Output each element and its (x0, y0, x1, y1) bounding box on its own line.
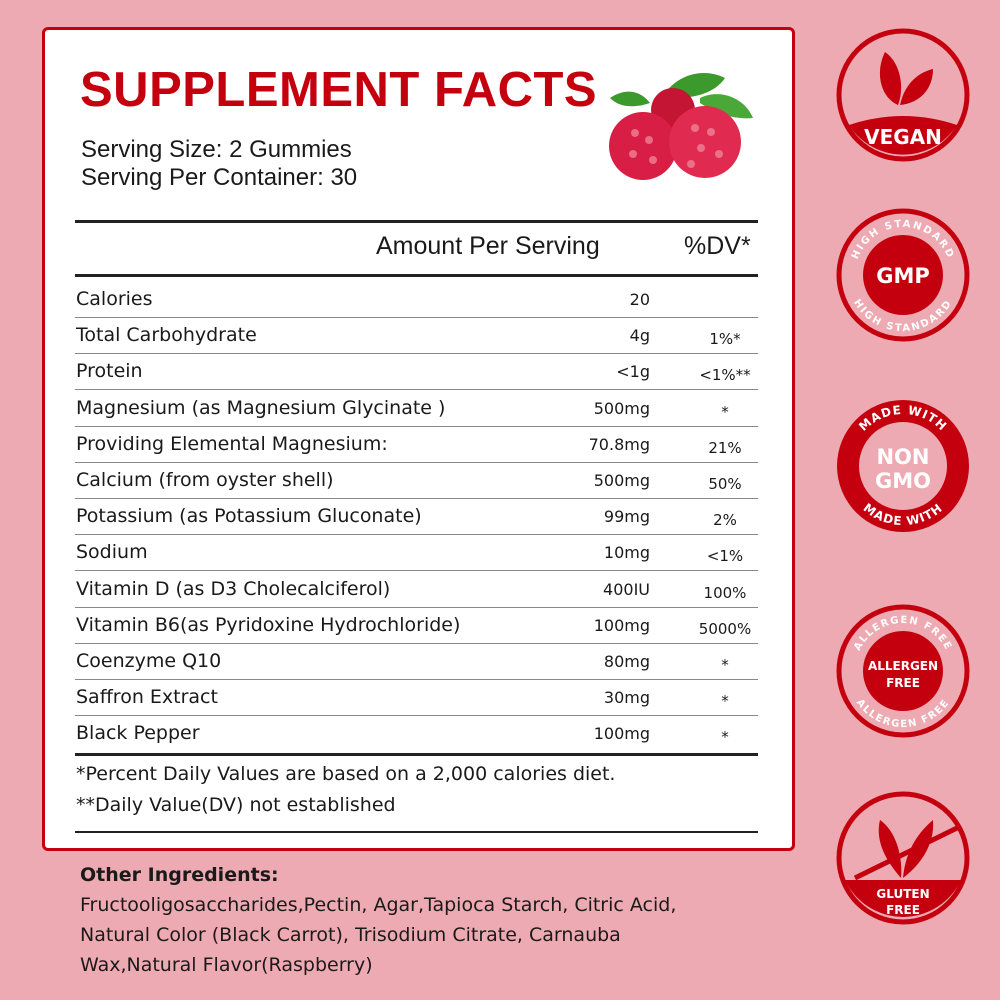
table-row: Sodium 10mg <1% (75, 535, 758, 572)
nutrient-name: Protein (76, 360, 143, 383)
title: SUPPLEMENT FACTS (80, 63, 598, 117)
nutrient-amount: 70.8mg (588, 434, 650, 454)
nutrient-amount: 400IU (603, 579, 650, 599)
gmo-text: GMO (875, 469, 931, 493)
nutrient-dv: 100% (703, 583, 747, 602)
table-row: Saffron Extract 30mg * (75, 680, 758, 717)
nutrient-name: Sodium (76, 541, 148, 564)
divider (75, 220, 758, 223)
nutrient-amount: 10mg (603, 543, 650, 563)
other-ingredients-line: Fructooligosaccharides,Pectin, Agar,Tapi… (80, 894, 677, 916)
nutrient-amount: 100mg (593, 724, 650, 744)
divider (75, 831, 758, 833)
nutrient-name: Total Carbohydrate (76, 324, 257, 347)
table-row: Potassium (as Potassium Gluconate) 99mg 2% (75, 499, 758, 536)
nutrient-name: Saffron Extract (76, 686, 218, 709)
allergen-text: ALLERGEN (868, 659, 938, 673)
nutrient-amount: 4g (629, 326, 650, 346)
gluten-free-badge: GLUTEN FREE (836, 791, 970, 925)
nutrient-dv: 50% (708, 475, 742, 493)
nutrient-name: Calories (76, 288, 153, 310)
nutrient-name: Vitamin D (as D3 Cholecalciferol) (76, 577, 391, 600)
nutrient-amount: 20 (629, 290, 650, 309)
nutrient-dv: * (721, 656, 729, 674)
gmp-badge: HIGH STANDARD HIGH STANDARD GMP (836, 208, 970, 342)
divider (75, 753, 758, 756)
gluten-text: GLUTEN (876, 887, 929, 901)
nutrient-name: Vitamin B6(as Pyridoxine Hydrochloride) (76, 613, 461, 636)
nutrient-dv: * (721, 692, 729, 711)
nutrient-name: Potassium (as Potassium Gluconate) (76, 505, 422, 528)
nutrient-amount: <1g (616, 362, 650, 382)
table-row: Vitamin B6(as Pyridoxine Hydrochloride) 1… (75, 608, 758, 644)
footnote: *Percent Daily Values are based on a 2,0… (76, 763, 616, 785)
other-ingredients-label: Other Ingredients: (80, 864, 279, 886)
table-row: Black Pepper 100mg * (75, 716, 758, 752)
serving-size: Serving Size: 2 Gummies (81, 136, 352, 163)
nutrient-amount: 500mg (593, 398, 650, 418)
leaves-icon (879, 52, 933, 105)
nutrient-name: Coenzyme Q10 (76, 650, 222, 672)
nutrient-name: Providing Elemental Magnesium: (76, 432, 388, 455)
servings-per-container: Serving Per Container: 30 (81, 164, 358, 191)
nutrient-dv: <1% (706, 547, 744, 566)
vegan-text: VEGAN (864, 125, 942, 149)
nutrient-dv: 21% (708, 438, 742, 457)
gmp-text: GMP (876, 264, 930, 288)
nutrient-dv: 1%* (709, 330, 741, 349)
nutrient-dv: 2% (713, 511, 737, 530)
nutrient-dv: <1%** (699, 366, 751, 385)
table-row: Calcium (from oyster shell) 500mg 50% (75, 463, 758, 499)
table-row: Vitamin D (as D3 Cholecalciferol) 400IU 10… (75, 572, 758, 608)
other-ingredients-line: Natural Color (Black Carrot), Trisodium … (80, 924, 621, 946)
table-row: Total Carbohydrate 4g 1%* (75, 318, 758, 355)
nutrient-amount: 100mg (593, 615, 650, 635)
table-row: Calories 20 (75, 282, 758, 318)
free-text: FREE (886, 676, 920, 690)
wheat-crossed-icon (853, 820, 959, 881)
nutrient-amount: 99mg (603, 507, 650, 527)
non-text: NON (876, 445, 929, 469)
free-text: FREE (886, 903, 920, 917)
nutrient-dv: * (721, 402, 729, 421)
nutrient-amount: 80mg (603, 652, 650, 671)
raspberry-image (609, 73, 753, 180)
footnote: **Daily Value(DV) not established (76, 794, 396, 816)
nutrient-name: Calcium (from oyster shell) (76, 469, 334, 491)
amount-header: Amount Per Serving (376, 232, 600, 260)
vegan-badge: VEGAN (836, 28, 970, 162)
allergen-free-badge: ALLERGEN FREE ALLERGEN FREE ALLERGEN FRE… (836, 604, 970, 738)
other-ingredients-line: Wax,Natural Flavor(Raspberry) (80, 954, 373, 976)
non-gmo-badge: MADE WITH MADE WITH NON GMO (837, 400, 969, 532)
nutrient-dv: 5000% (698, 619, 752, 638)
nutrient-name: Magnesium (as Magnesium Glycinate ) (76, 396, 446, 419)
table-row: Providing Elemental Magnesium: 70.8mg 21% (75, 427, 758, 463)
nutrient-amount: 30mg (603, 688, 650, 708)
dv-header: %DV* (684, 232, 751, 260)
divider (75, 274, 758, 277)
table-row: Coenzyme Q10 80mg * (75, 644, 758, 680)
table-row: Protein <1g <1%** (75, 354, 758, 391)
nutrient-amount: 500mg (593, 471, 650, 490)
nutrient-name: Black Pepper (76, 722, 200, 745)
nutrient-dv: * (721, 728, 729, 747)
table-row: Magnesium (as Magnesium Glycinate ) 500mg… (75, 391, 758, 427)
